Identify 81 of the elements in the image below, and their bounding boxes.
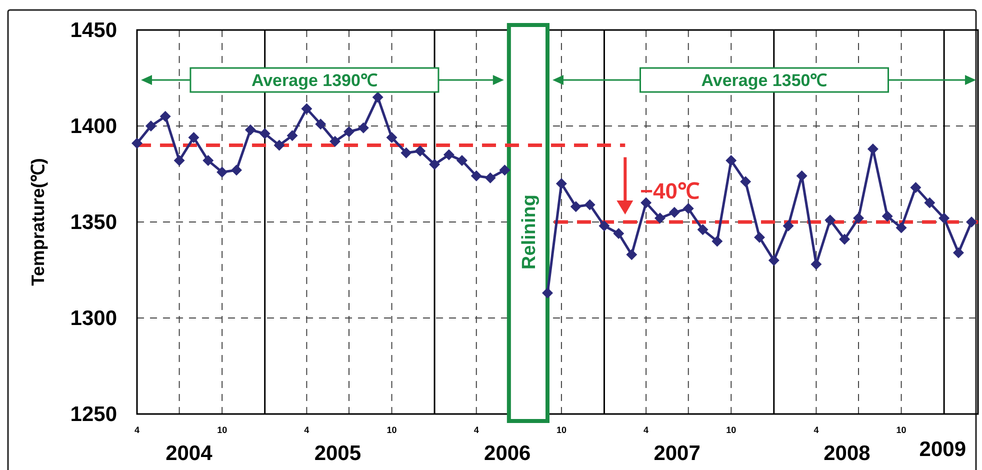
point <box>556 178 567 190</box>
point <box>584 199 596 210</box>
point <box>768 254 780 266</box>
point <box>188 132 200 144</box>
text: 2006 <box>484 442 531 465</box>
point <box>613 228 624 240</box>
point <box>400 147 412 158</box>
x-tick-label: 10 <box>217 425 228 435</box>
point <box>244 124 256 136</box>
point <box>924 197 936 208</box>
point <box>230 164 242 176</box>
point <box>882 210 893 222</box>
point <box>259 128 270 140</box>
x-tick-label: 10 <box>556 425 566 435</box>
point <box>315 118 326 130</box>
text: 2009 <box>919 438 966 461</box>
point <box>484 172 496 184</box>
point <box>301 103 312 114</box>
y-tick-label: 1450 <box>70 19 117 42</box>
point <box>938 212 950 224</box>
annotation: −40℃ <box>640 178 700 204</box>
y-tick-label: 1300 <box>70 307 117 330</box>
point <box>853 212 864 224</box>
point <box>274 140 285 151</box>
point <box>910 182 922 193</box>
point <box>216 166 228 178</box>
point <box>132 138 142 149</box>
x-tick-label: 4 <box>134 425 140 435</box>
text: 2005 <box>314 442 362 465</box>
point <box>682 203 694 214</box>
point <box>626 249 638 260</box>
y-axis-title: Temprature(℃) <box>28 158 48 286</box>
annotation: Average 1350℃ <box>701 71 828 90</box>
band-label: Relining <box>519 194 540 270</box>
point <box>782 220 794 232</box>
text: 2004 <box>166 442 213 465</box>
point <box>429 158 440 170</box>
annotation: Average 1390℃ <box>251 71 378 90</box>
x-tick-label: 4 <box>814 425 819 435</box>
point <box>358 122 369 134</box>
point <box>796 170 808 182</box>
point <box>470 170 482 182</box>
x-tick-label: 10 <box>726 425 736 435</box>
x-tick-label: 10 <box>386 425 397 435</box>
x-tick-label: 4 <box>474 425 479 435</box>
point <box>570 201 582 212</box>
point <box>145 120 156 132</box>
point <box>712 236 723 247</box>
point <box>824 214 836 226</box>
x-tick-label: 10 <box>896 425 906 435</box>
x-tick-label: 4 <box>304 425 310 435</box>
point <box>456 155 468 166</box>
point <box>372 92 384 103</box>
text: 2007 <box>654 442 700 465</box>
point <box>726 155 737 166</box>
point <box>896 222 907 234</box>
point <box>386 132 398 144</box>
point <box>202 155 214 166</box>
point <box>654 212 666 224</box>
point <box>754 232 765 243</box>
point <box>598 220 610 232</box>
point <box>668 206 680 218</box>
point <box>343 126 354 138</box>
point <box>839 234 850 245</box>
point <box>286 130 298 142</box>
point <box>952 247 964 258</box>
y-tick-label: 1250 <box>70 403 117 426</box>
point <box>966 216 977 228</box>
point <box>414 145 426 156</box>
text: 2008 <box>824 442 871 465</box>
point <box>697 224 708 236</box>
point <box>160 110 171 122</box>
y-tick-label: 1400 <box>70 115 117 138</box>
y-tick-label: 1350 <box>70 211 117 234</box>
point <box>740 176 752 188</box>
x-tick-label: 4 <box>644 425 649 435</box>
point <box>174 155 185 166</box>
point <box>542 288 554 299</box>
point <box>330 136 341 147</box>
point <box>443 149 454 160</box>
point <box>499 164 510 176</box>
